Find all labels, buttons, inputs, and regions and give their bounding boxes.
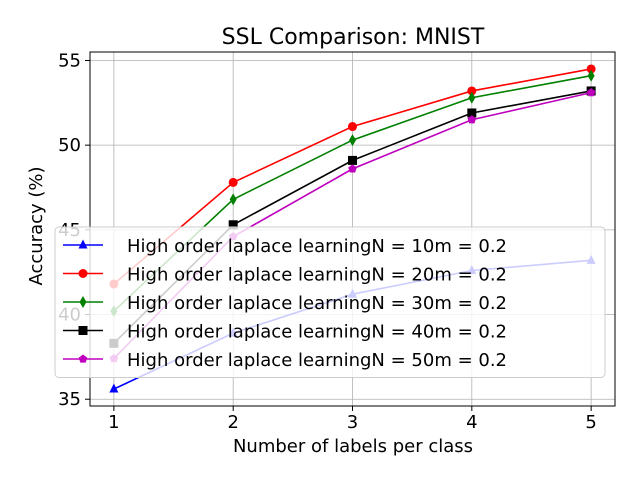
x-tick-label: 2 [227,412,238,433]
y-tick-label: 50 [58,135,81,156]
legend-label: High order laplace learningN = 50m = 0.2 [127,350,507,371]
data-point [228,177,238,187]
legend-swatch-marker [78,354,88,363]
x-tick-label: 4 [466,412,477,433]
data-point [587,69,595,82]
data-point [586,64,596,74]
legend-swatch-marker [79,296,87,308]
legend-box [54,226,606,378]
y-axis-label: Accuracy (%) [26,166,47,285]
legend-entry: High order laplace learningN = 40m = 0.2 [63,322,507,343]
data-point [348,164,357,173]
legend-label: High order laplace learningN = 20m = 0.2 [127,265,507,286]
data-point [228,220,238,230]
data-point [348,155,357,165]
y-tick-label: 35 [58,389,81,410]
data-point [348,122,357,132]
data-point [467,86,477,96]
legend-label: High order laplace learningN = 10m = 0.2 [127,236,507,257]
data-point [229,193,237,206]
data-point [467,108,477,118]
legend: High order laplace learningN = 10m = 0.2… [54,226,606,378]
x-tick-label: 3 [347,412,358,433]
data-point [467,115,477,124]
legend-entry: High order laplace learningN = 30m = 0.2 [63,293,507,314]
data-point [468,91,476,104]
legend-swatch-marker [78,269,88,278]
data-point [586,88,596,97]
x-tick-label: 1 [108,412,119,433]
x-tick-label: 5 [585,412,596,433]
legend-entry: High order laplace learningN = 10m = 0.2 [63,236,507,257]
legend-swatch-marker [78,326,88,335]
data-point [109,383,119,393]
data-point [349,134,356,147]
legend-entry: High order laplace learningN = 20m = 0.2 [63,265,507,286]
legend-label: High order laplace learningN = 40m = 0.2 [127,322,507,343]
chart-title: SSL Comparison: MNIST [222,25,485,50]
legend-swatch-marker [78,239,88,249]
x-axis-label: Number of labels per class [233,436,473,457]
y-tick-label: 55 [58,50,81,71]
legend-entry: High order laplace learningN = 50m = 0.2 [63,350,507,371]
legend-label: High order laplace learningN = 30m = 0.2 [127,293,507,314]
